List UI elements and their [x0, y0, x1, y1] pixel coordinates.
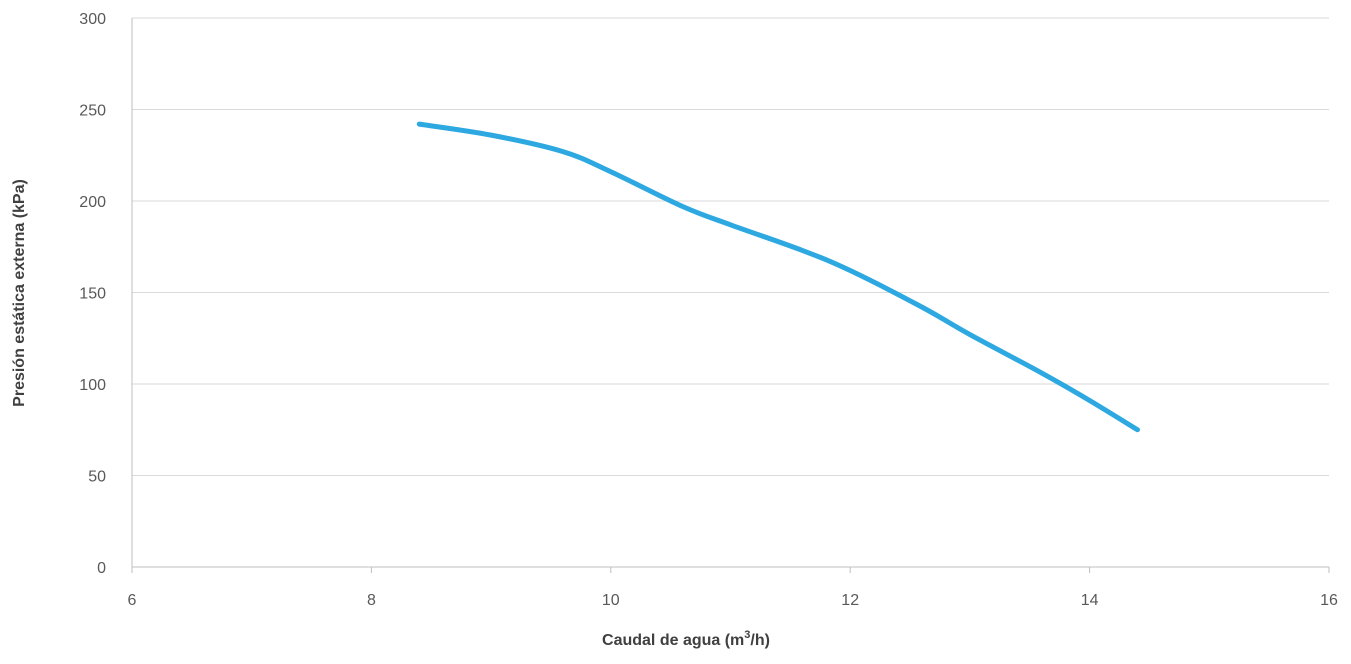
y-tick-label: 250	[79, 103, 106, 120]
y-tick-label: 50	[88, 469, 106, 486]
x-tick-label: 6	[128, 592, 137, 609]
x-axis-title: Caudal de agua (m3/h)	[602, 629, 770, 649]
x-tick-label: 16	[1320, 592, 1338, 609]
y-tick-labels: 0 50 100 150 200 250 300	[79, 11, 106, 577]
y-tick-label: 300	[79, 11, 106, 28]
y-tick-label: 100	[79, 377, 106, 394]
y-tick-label: 200	[79, 194, 106, 211]
y-axis-title: Presión estática externa (kPa)	[11, 179, 28, 407]
x-axis-title-tail: /h)	[750, 632, 770, 649]
x-tick-labels: 6 8 10 12 14 16	[128, 592, 1338, 609]
gridlines	[132, 18, 1329, 573]
y-tick-label: 150	[79, 286, 106, 303]
x-tick-label: 8	[367, 592, 376, 609]
y-tick-label: 0	[97, 560, 106, 577]
x-tick-label: 10	[602, 592, 620, 609]
x-tick-label: 12	[841, 592, 859, 609]
x-tick-label: 14	[1081, 592, 1099, 609]
